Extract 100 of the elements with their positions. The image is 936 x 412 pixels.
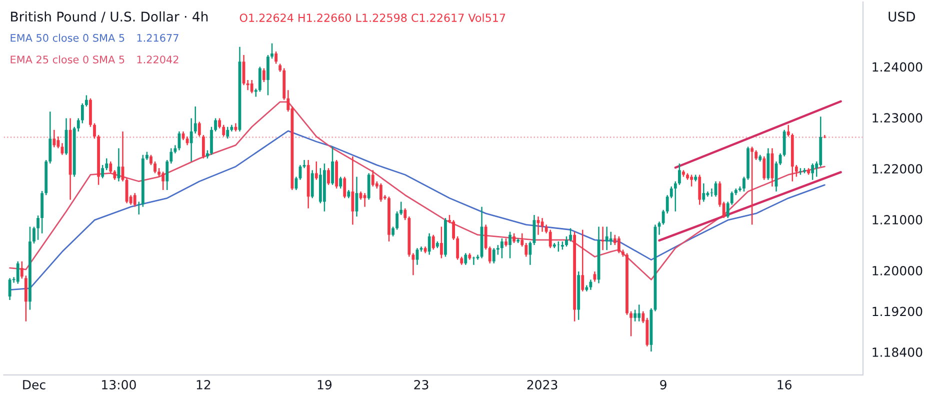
- candlestick: [218, 118, 222, 130]
- candlestick: [198, 121, 201, 138]
- candlestick: [508, 231, 512, 259]
- candlestick: [84, 94, 88, 108]
- y-tick-label: 1.23000: [872, 113, 922, 123]
- candlestick: [32, 226, 36, 244]
- candlestick: [638, 304, 641, 322]
- candlestick: [750, 146, 754, 226]
- candlestick: [93, 122, 96, 140]
- candlestick: [226, 126, 230, 140]
- candlestick: [512, 232, 516, 244]
- candlestick: [634, 309, 637, 322]
- x-tick-label: Dec: [23, 380, 46, 390]
- candlestick: [154, 160, 156, 174]
- candlestick: [609, 231, 612, 246]
- candlestick: [617, 236, 620, 254]
- y-axis-title: USD: [888, 12, 915, 22]
- candlestick: [52, 129, 56, 148]
- candlestick: [202, 134, 205, 160]
- candlestick: [754, 150, 758, 161]
- candlestick: [343, 176, 346, 199]
- candlestick: [678, 162, 681, 186]
- x-tick-label: 23: [414, 380, 428, 390]
- candlestick: [520, 232, 524, 248]
- candlestick: [690, 174, 693, 188]
- candlestick: [528, 240, 532, 266]
- candlestick: [396, 210, 399, 230]
- candlestick: [327, 167, 330, 186]
- candlestick: [162, 171, 165, 191]
- x-tick-label: 13:00: [102, 380, 136, 390]
- candlestick: [210, 126, 213, 156]
- candlestick: [565, 236, 568, 248]
- x-tick-label: 19: [318, 380, 332, 390]
- candlestick: [274, 50, 278, 64]
- candlestick: [36, 214, 40, 241]
- text: EMA 50 close 0 SMA 5: [10, 34, 124, 42]
- candlestick: [48, 110, 52, 164]
- candlestick: [670, 186, 673, 199]
- candlestick: [314, 160, 318, 180]
- annotation: 1.22042: [137, 56, 178, 64]
- candlestick: [246, 79, 250, 91]
- candlestick: [351, 156, 354, 226]
- x-tick-label: 12: [196, 380, 210, 390]
- annotation: O1.22624 H1.22660 L1.22598 C1.22617 Vol517: [240, 13, 506, 22]
- candlestick: [379, 182, 382, 202]
- y-tick-label: 1.20000: [872, 266, 922, 276]
- candlestick: [496, 244, 500, 256]
- text: British Pound / U.S. Dollar · 4h: [11, 11, 208, 23]
- candlestick: [262, 68, 266, 83]
- candlestick: [589, 279, 592, 290]
- candlestick: [331, 146, 334, 186]
- y-tick-label: 1.21000: [872, 215, 922, 224]
- candlestick: [742, 176, 746, 192]
- y-tick-label: 1.19200: [872, 306, 922, 316]
- candlestick: [782, 129, 786, 158]
- candlestick: [258, 66, 262, 92]
- candlestick: [702, 182, 706, 202]
- candlestick: [432, 234, 435, 250]
- candlestick: [20, 260, 24, 280]
- candlestick: [133, 192, 136, 208]
- candlestick: [548, 229, 552, 249]
- candlestick: [581, 229, 584, 292]
- candlestick: [24, 274, 28, 322]
- candlestick: [452, 219, 455, 241]
- candlestick: [16, 260, 20, 284]
- candlestick: [222, 124, 226, 138]
- candlestick: [464, 252, 468, 266]
- x-tick-label: 16: [778, 380, 792, 390]
- y-tick-label: 1.24000: [872, 62, 922, 72]
- candlestick: [605, 226, 608, 251]
- candlestick: [60, 142, 64, 156]
- candlestick: [524, 242, 528, 258]
- candlestick: [250, 79, 254, 94]
- annotation: 1.21677: [137, 34, 178, 42]
- candlestick: [310, 170, 314, 199]
- text: EMA 25 close 0 SMA 5: [10, 55, 124, 64]
- candlestick: [674, 180, 677, 212]
- candlestick: [101, 164, 104, 179]
- candlestick: [80, 102, 84, 124]
- candlestick: [630, 310, 632, 337]
- candlestick: [270, 42, 274, 60]
- candlestick: [726, 201, 730, 219]
- candlestick: [569, 228, 572, 242]
- candlestick: [254, 88, 258, 98]
- candlestick: [762, 156, 766, 180]
- candlestick: [794, 164, 798, 178]
- candlestick: [170, 148, 173, 164]
- x-tick-label: 2023: [527, 380, 558, 390]
- candlestick: [440, 226, 443, 259]
- candlestick: [428, 232, 431, 256]
- candlestick: [698, 174, 702, 206]
- candlestick: [339, 176, 342, 190]
- candlestick: [371, 170, 374, 188]
- candlestick: [214, 118, 217, 132]
- candlestick: [811, 162, 814, 180]
- candlestick: [786, 124, 790, 138]
- candlestick: [137, 201, 140, 216]
- candlestick: [150, 154, 152, 166]
- y-tick-label: 1.22000: [872, 164, 922, 174]
- candlestick: [500, 238, 504, 259]
